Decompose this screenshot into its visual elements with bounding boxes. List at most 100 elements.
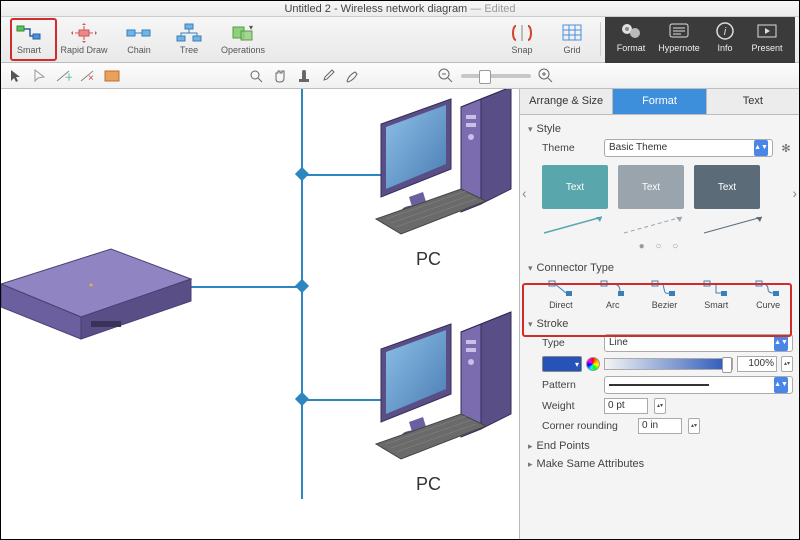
format-button[interactable]: Format (609, 17, 653, 63)
stroke-type-label: Type (542, 337, 598, 349)
hypernote-button[interactable]: Hypernote (653, 17, 705, 63)
stamp-tool-icon[interactable] (295, 67, 313, 85)
info-icon: i (710, 20, 740, 42)
section-end-points-header[interactable]: End Points (528, 436, 793, 454)
library-icon[interactable] (103, 67, 121, 85)
connector-type-direct[interactable]: Direct (538, 280, 584, 310)
tree-button[interactable]: Tree (165, 19, 213, 58)
svg-text:▾: ▾ (249, 23, 253, 32)
style-swatch-1[interactable]: Text (542, 165, 608, 209)
smart-button[interactable]: Smart (5, 19, 53, 58)
inspector-tabs: Arrange & Size Format Text (520, 89, 799, 115)
opacity-stepper[interactable]: ▴▾ (781, 356, 793, 372)
pc-device-icon (371, 304, 519, 474)
stroke-color-chip[interactable] (542, 356, 582, 372)
svg-text:×: × (88, 73, 94, 83)
select-arrows-icon: ▲▼ (754, 140, 768, 156)
stroke-weight-field[interactable]: 0 pt (604, 398, 648, 414)
canvas[interactable]: PC PC (1, 89, 519, 539)
tree-icon (174, 22, 204, 44)
connector-type-bezier[interactable]: Bezier (642, 280, 688, 310)
toolbar-dark-group: Format Hypernote i Info Present (605, 17, 795, 63)
pointer-tool-icon[interactable] (7, 67, 25, 85)
window-titlebar: Untitled 2 - Wireless network diagram — … (1, 1, 799, 17)
weight-stepper[interactable]: ▴▾ (654, 398, 666, 414)
corner-rounding-label: Corner rounding (542, 420, 632, 432)
section-style-header[interactable]: Style (528, 119, 793, 137)
style-next-icon[interactable]: › (792, 185, 797, 201)
select-arrows-icon: ▲▼ (774, 335, 788, 351)
section-connector-type-header[interactable]: Connector Type (528, 258, 793, 276)
select-arrows-icon: ▲▼ (774, 377, 788, 393)
smart-icon (14, 22, 44, 44)
stroke-opacity-slider[interactable] (604, 358, 733, 370)
format-label: Format (617, 43, 646, 53)
zoom-slider[interactable] (461, 74, 531, 78)
snap-label: Snap (511, 45, 532, 55)
inspector-panel: Arrange & Size Format Text Style Theme B… (519, 89, 799, 539)
zoom-out-icon[interactable] (437, 67, 455, 85)
hypernote-label: Hypernote (658, 43, 700, 53)
hand-tool-icon[interactable] (271, 67, 289, 85)
style-swatch-2[interactable]: Text (618, 165, 684, 209)
tab-arrange-size[interactable]: Arrange & Size (520, 89, 613, 114)
operations-label: Operations (221, 45, 265, 55)
chain-label: Chain (127, 45, 151, 55)
inspector-body: Style Theme Basic Theme ▲▼ ✻ ‹ Text Text… (520, 115, 799, 539)
corner-stepper[interactable]: ▴▾ (688, 418, 700, 434)
pc-label-2: PC (416, 474, 441, 495)
snap-button[interactable]: Snap (498, 19, 546, 58)
chain-button[interactable]: Chain (115, 19, 163, 58)
grid-button[interactable]: Grid (548, 19, 596, 58)
router-device-icon (1, 229, 201, 359)
magnifier-icon[interactable] (247, 67, 265, 85)
present-label: Present (751, 43, 782, 53)
zoom-in-icon[interactable] (537, 67, 555, 85)
stroke-opacity-field[interactable]: 100% (737, 356, 777, 372)
section-make-same-header[interactable]: Make Same Attributes (528, 454, 793, 472)
theme-select[interactable]: Basic Theme ▲▼ (604, 139, 773, 157)
secondary-toolbar: ＋ × (1, 63, 799, 89)
present-button[interactable]: Present (745, 17, 789, 63)
chain-icon (124, 22, 154, 44)
lasso-tool-icon[interactable] (31, 67, 49, 85)
svg-text:i: i (724, 26, 727, 38)
connector-type-arc[interactable]: Arc (590, 280, 636, 310)
grid-icon (557, 22, 587, 44)
window-title: Untitled 2 - Wireless network diagram (284, 3, 467, 15)
tab-text[interactable]: Text (707, 89, 799, 114)
color-wheel-icon[interactable] (586, 357, 600, 371)
tree-label: Tree (180, 45, 198, 55)
format-icon (616, 20, 646, 42)
snap-icon (507, 22, 537, 44)
connector-type-smart[interactable]: Smart (693, 280, 739, 310)
style-arrow-preview-2 (622, 213, 692, 235)
stroke-pattern-select[interactable]: ▲▼ (604, 376, 793, 394)
stroke-type-select[interactable]: Line ▲▼ (604, 334, 793, 352)
add-point-icon[interactable]: ＋ (55, 67, 73, 85)
info-button[interactable]: i Info (705, 17, 745, 63)
section-stroke-header[interactable]: Stroke (528, 314, 793, 332)
connector-type-curve[interactable]: Curve (745, 280, 791, 310)
eyedropper-icon[interactable] (319, 67, 337, 85)
svg-text:＋: ＋ (64, 73, 72, 83)
rapid-draw-button[interactable]: Rapid Draw (55, 19, 113, 58)
remove-point-icon[interactable]: × (79, 67, 97, 85)
gear-icon[interactable]: ✻ (779, 139, 793, 157)
theme-label: Theme (542, 142, 598, 154)
style-page-dots[interactable]: ● ○ ○ (528, 237, 793, 258)
style-arrow-preview-1 (542, 213, 612, 235)
window-edited-indicator: — Edited (467, 3, 515, 15)
stroke-weight-label: Weight (542, 400, 598, 412)
hypernote-icon (664, 20, 694, 42)
operations-icon: ▾ (228, 22, 258, 44)
operations-button[interactable]: ▾ Operations (215, 19, 271, 58)
main-toolbar: Smart Rapid Draw Chain Tree ▾ Operations… (1, 17, 799, 63)
tab-format[interactable]: Format (613, 89, 706, 114)
style-prev-icon[interactable]: ‹ (522, 185, 527, 201)
brush-tool-icon[interactable] (343, 67, 361, 85)
present-icon (752, 20, 782, 42)
style-swatch-3[interactable]: Text (694, 165, 760, 209)
corner-rounding-field[interactable]: 0 in (638, 418, 682, 434)
connector-node-icon (295, 392, 309, 406)
